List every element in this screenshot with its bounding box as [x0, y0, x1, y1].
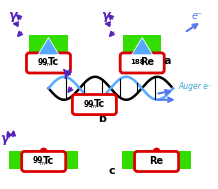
Text: m: m	[90, 104, 95, 109]
Text: Tc: Tc	[48, 57, 59, 67]
Text: Re: Re	[140, 57, 154, 67]
FancyBboxPatch shape	[9, 151, 78, 169]
Polygon shape	[132, 38, 153, 55]
Circle shape	[40, 148, 48, 155]
FancyBboxPatch shape	[26, 53, 70, 73]
Text: 188: 188	[130, 60, 145, 65]
Text: Tc: Tc	[94, 99, 105, 109]
Text: γ: γ	[61, 67, 70, 79]
Text: Re: Re	[150, 156, 164, 167]
FancyBboxPatch shape	[123, 35, 161, 58]
Text: 99: 99	[33, 156, 43, 166]
FancyBboxPatch shape	[120, 53, 164, 73]
Text: a: a	[163, 57, 171, 67]
Circle shape	[153, 148, 160, 155]
FancyBboxPatch shape	[135, 151, 179, 171]
Text: c: c	[108, 166, 115, 176]
Text: 99: 99	[37, 58, 48, 67]
FancyBboxPatch shape	[72, 94, 116, 115]
Text: b: b	[98, 114, 106, 124]
Text: 99: 99	[83, 100, 94, 108]
Text: γ: γ	[0, 132, 9, 145]
Text: γ: γ	[102, 9, 110, 22]
Polygon shape	[38, 38, 59, 55]
Text: e⁻: e⁻	[191, 11, 202, 21]
Text: Tc: Tc	[43, 156, 54, 166]
Text: m: m	[40, 161, 45, 166]
FancyBboxPatch shape	[22, 151, 66, 171]
Text: m: m	[45, 62, 49, 67]
FancyBboxPatch shape	[29, 35, 68, 58]
Text: Auger e⁻: Auger e⁻	[179, 82, 213, 91]
Text: γ: γ	[8, 9, 16, 22]
FancyBboxPatch shape	[122, 151, 191, 169]
